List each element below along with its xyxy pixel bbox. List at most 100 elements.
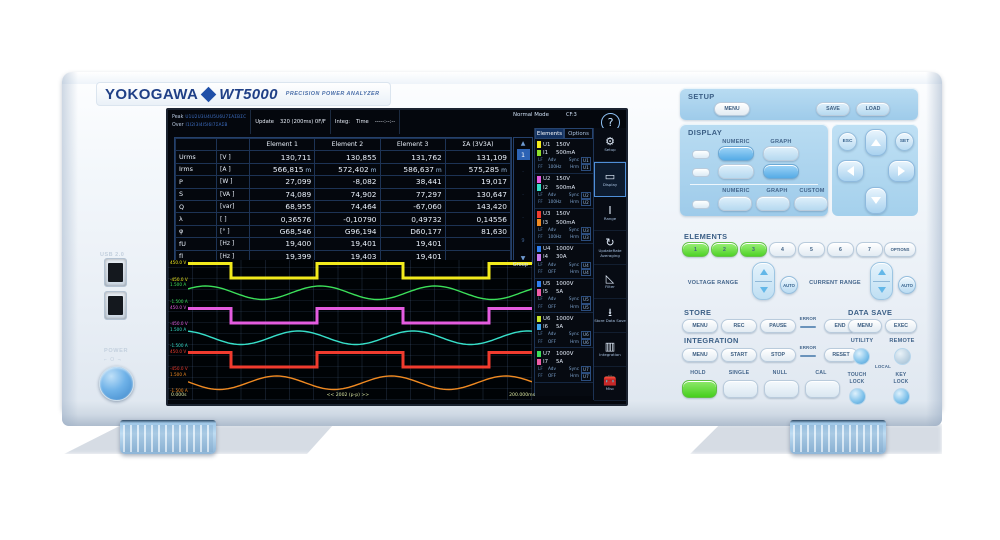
element-range-row[interactable]: I1 500mA: [537, 149, 593, 157]
remote-button[interactable]: [894, 348, 911, 365]
table-row[interactable]: P [W ] 27,099 -8,082 38,441 19,017: [175, 175, 512, 189]
elements-tabs[interactable]: Elements Options: [535, 128, 593, 139]
range-icon[interactable]: I Range: [594, 197, 626, 231]
element-group[interactable]: U7 1000V I7 5A LF Adv Sync U7 FF OFF Hrm U7: [535, 348, 593, 384]
data-save-exec-button[interactable]: EXEC: [885, 319, 917, 333]
page-dot-1[interactable]: ·: [522, 168, 524, 175]
display-numeric-button-1[interactable]: [718, 146, 754, 161]
display-custom-button[interactable]: [794, 196, 828, 211]
setup-icon[interactable]: ⚙ Setup: [594, 128, 626, 162]
set-button[interactable]: SET: [895, 132, 914, 151]
nav-down-button[interactable]: [865, 187, 887, 214]
key-lock-button[interactable]: [893, 388, 910, 405]
misc-icon[interactable]: 🧰 Misc: [594, 367, 626, 401]
table-row[interactable]: Urms [V ] 130,711 130,855 131,762 131,109: [175, 150, 512, 164]
element-range-row[interactable]: I2 500mA: [537, 184, 593, 192]
updaterate-averaging-icon[interactable]: ↻ UpdateRate Averaging: [594, 231, 626, 265]
store-datasave-icon[interactable]: ⭳ Store Data Save: [594, 299, 626, 333]
store-pause-button[interactable]: PAUSE: [760, 319, 796, 333]
table-row[interactable]: λ[ ] 0,36576 -0,10790 0,49732 0,14556: [175, 212, 512, 226]
voltage-range-up[interactable]: [753, 263, 774, 281]
table-row[interactable]: fU [Hz ] 19,400 19,401 19,401: [175, 237, 512, 251]
usb-port-2[interactable]: [104, 291, 127, 320]
current-range-stepper[interactable]: [870, 262, 893, 300]
cal-button[interactable]: [805, 380, 840, 398]
display-dash-3[interactable]: [692, 200, 710, 209]
setup-menu-button[interactable]: MENU: [714, 102, 750, 116]
page-up-icon[interactable]: ▲: [520, 139, 526, 147]
page-dot-2[interactable]: ·: [522, 191, 524, 198]
display-graph-button-2[interactable]: [763, 164, 799, 179]
page-dot-3[interactable]: ·: [522, 215, 524, 222]
display-numeric-button-2[interactable]: [718, 164, 754, 179]
display-graph-button-1[interactable]: [763, 146, 799, 161]
elements-tab[interactable]: Options: [564, 128, 593, 139]
element-range-row[interactable]: U2 150V: [537, 175, 593, 183]
integration-reset-button[interactable]: RESET: [824, 348, 858, 362]
waveform-lane[interactable]: 450.0 V -450.0 V: [168, 260, 532, 282]
current-range-down[interactable]: [871, 281, 892, 299]
display-graph-button-3[interactable]: [756, 196, 790, 211]
element-button-5[interactable]: 5: [798, 242, 825, 257]
element-group[interactable]: U5 1000V I5 5A LF Adv Sync U5 FF OFF Hrm U5: [535, 279, 593, 314]
element-range-row[interactable]: U3 150V: [537, 210, 593, 218]
touch-lock-button[interactable]: [849, 388, 866, 405]
element-range-row[interactable]: U1 150V: [537, 141, 593, 149]
element-range-row[interactable]: I7 5A: [537, 358, 593, 366]
waveform-area[interactable]: 450.0 V -450.0 V 1.500 A -1.500 A 450.0 V -45…: [168, 260, 535, 400]
element-group[interactable]: U2 150V I2 500mA LF Adv Sync U2 FF 100Hz Hrm U2: [535, 174, 593, 209]
setup-save-button[interactable]: SAVE: [816, 102, 850, 116]
numeric-table[interactable]: Element 1 Element 2 Element 3 ΣA (3V3A) Urms…: [174, 137, 512, 264]
waveform-lane[interactable]: 1.500 A -1.500 A: [168, 372, 532, 393]
current-auto-button[interactable]: AUTO: [898, 276, 916, 294]
elements-options-button[interactable]: OPTIONS: [884, 242, 916, 257]
store-rec-button[interactable]: REC: [721, 319, 757, 333]
usb-port-1[interactable]: [104, 258, 127, 287]
table-row[interactable]: S [VA ] 74,089 74,902 77,297 130,647: [175, 187, 512, 201]
display-numeric-button-3[interactable]: [718, 196, 752, 211]
setup-load-button[interactable]: LOAD: [856, 102, 890, 116]
element-button-7[interactable]: 7: [856, 242, 883, 257]
hold-button[interactable]: [682, 380, 717, 398]
element-button-1[interactable]: 1: [682, 242, 709, 257]
page-down-icon[interactable]: ▼: [520, 254, 526, 262]
nav-left-button[interactable]: [837, 160, 864, 182]
element-range-row[interactable]: I4 30A: [537, 253, 593, 261]
page-selector[interactable]: ▲ 1 · · · 9 ▼: [513, 137, 533, 264]
element-range-row[interactable]: U6 1000V: [537, 315, 593, 323]
table-row[interactable]: φ [° ] G68,546 G96,194 D60,177 81,630: [175, 224, 512, 239]
table-row[interactable]: Q [var] 68,955 74,464 -67,060 143,420: [175, 199, 512, 214]
waveform-lane[interactable]: 1.500 A -1.500 A: [168, 327, 532, 348]
esc-button[interactable]: ESC: [838, 132, 857, 151]
voltage-range-down[interactable]: [753, 281, 774, 299]
voltage-auto-button[interactable]: AUTO: [780, 276, 798, 294]
waveform-lane[interactable]: 1.500 A -1.500 A: [168, 282, 532, 304]
element-button-4[interactable]: 4: [769, 242, 796, 257]
nav-up-button[interactable]: [865, 129, 887, 156]
element-button-6[interactable]: 6: [827, 242, 854, 257]
element-group[interactable]: U4 1000V I4 30A LF Adv Sync U4 FF OFF Hrm U4: [535, 244, 593, 279]
element-range-row[interactable]: I5 5A: [537, 288, 593, 296]
waveform-lane[interactable]: 450.0 V -450.0 V: [168, 349, 532, 371]
waveform-lane[interactable]: 450.0 V -450.0 V: [168, 305, 532, 326]
elements-list[interactable]: U1 150V I1 500mA LF Adv Sync U1 FF 100Hz Hrm U1 U2 15…: [535, 139, 593, 384]
element-group[interactable]: U3 150V I3 500mA LF Adv Sync U3 FF 100Hz Hrm U3: [535, 209, 593, 244]
integration-start-button[interactable]: START: [721, 348, 757, 362]
display-dash-2[interactable]: [692, 168, 710, 177]
integration-menu-button[interactable]: MENU: [682, 348, 718, 362]
elements-panel[interactable]: Elements Options U1 150V I1 500mA LF Adv Sync U1…: [534, 128, 593, 396]
data-save-menu-button[interactable]: MENU: [848, 319, 882, 333]
element-button-2[interactable]: 2: [711, 242, 738, 257]
integration-icon[interactable]: ▥ Integration: [594, 333, 626, 367]
element-group[interactable]: U1 150V I1 500mA LF Adv Sync U1 FF 100Hz Hrm U1: [535, 139, 593, 174]
element-range-row[interactable]: I3 500mA: [537, 218, 593, 226]
power-button[interactable]: [99, 366, 134, 401]
element-range-row[interactable]: U7 1000V: [537, 350, 593, 358]
element-range-row[interactable]: U4 1000V: [537, 245, 593, 253]
single-button[interactable]: [723, 380, 758, 398]
voltage-range-stepper[interactable]: [752, 262, 775, 300]
nav-right-button[interactable]: [888, 160, 915, 182]
utility-button[interactable]: [853, 348, 870, 365]
filter-icon[interactable]: ◺ Filter: [594, 265, 626, 299]
page-current[interactable]: 1: [516, 149, 530, 160]
